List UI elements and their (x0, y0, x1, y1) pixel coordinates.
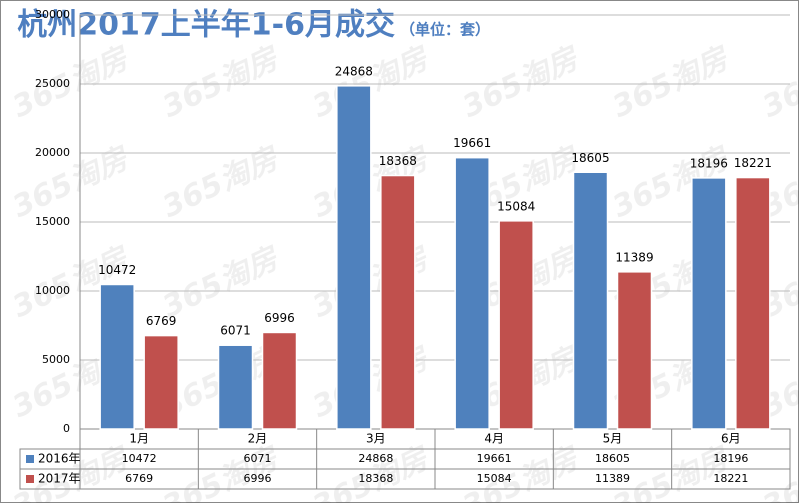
y-tick-label: 15000 (35, 215, 70, 228)
bar (217, 344, 254, 430)
legend-label: 2017年 (38, 472, 81, 486)
y-tick-label: 0 (63, 422, 70, 435)
table-cell: 6769 (125, 472, 153, 485)
bar (99, 283, 135, 430)
legend-label: 2016年 (38, 452, 81, 466)
data-label: 6996 (264, 311, 295, 325)
bar (735, 176, 771, 430)
chart-title: 杭州2017上半年1-6月成交 (17, 8, 395, 43)
y-tick-label: 25000 (35, 77, 70, 90)
bar (261, 331, 298, 430)
legend-swatch (26, 475, 34, 483)
x-tick-label: 5月 (603, 432, 623, 446)
data-label: 18221 (734, 156, 772, 170)
x-tick-label: 6月 (721, 432, 741, 446)
table-cell: 6996 (244, 472, 272, 485)
table-cell: 18221 (713, 472, 748, 485)
table-cell: 15084 (477, 472, 512, 485)
table-cell: 18196 (713, 452, 748, 465)
x-tick-label: 3月 (366, 432, 386, 446)
y-tick-label: 5000 (42, 353, 70, 366)
bar (380, 174, 416, 430)
data-label: 19661 (453, 136, 491, 150)
bar (498, 220, 534, 430)
table-cell: 18605 (595, 452, 630, 465)
table-cell: 24868 (358, 452, 393, 465)
data-label: 11389 (615, 250, 653, 264)
bar (454, 156, 490, 430)
x-tick-label: 4月 (484, 432, 504, 446)
y-tick-label: 30000 (35, 8, 70, 21)
table-cell: 10472 (122, 452, 157, 465)
table-cell: 18368 (358, 472, 393, 485)
bar (572, 171, 609, 430)
data-label: 15084 (497, 199, 535, 213)
table-cell: 6071 (244, 452, 272, 465)
bar (336, 85, 372, 430)
data-label: 18196 (690, 156, 728, 170)
legend-swatch (26, 455, 34, 463)
x-tick-label: 1月 (129, 432, 149, 446)
table-cell: 11389 (595, 472, 630, 485)
data-label: 6071 (220, 324, 251, 338)
data-label: 18368 (379, 154, 417, 168)
data-label: 10472 (98, 263, 136, 277)
table-cell: 19661 (477, 452, 512, 465)
chart-subtitle: （单位：套） (400, 21, 490, 39)
data-label: 18605 (571, 151, 609, 165)
data-label: 24868 (335, 64, 373, 78)
bar (691, 177, 727, 430)
y-tick-label: 20000 (35, 146, 70, 159)
data-label: 6769 (146, 314, 177, 328)
y-tick-label: 10000 (35, 284, 70, 297)
x-tick-label: 2月 (248, 432, 268, 446)
bar (143, 334, 179, 430)
bar (616, 271, 653, 430)
